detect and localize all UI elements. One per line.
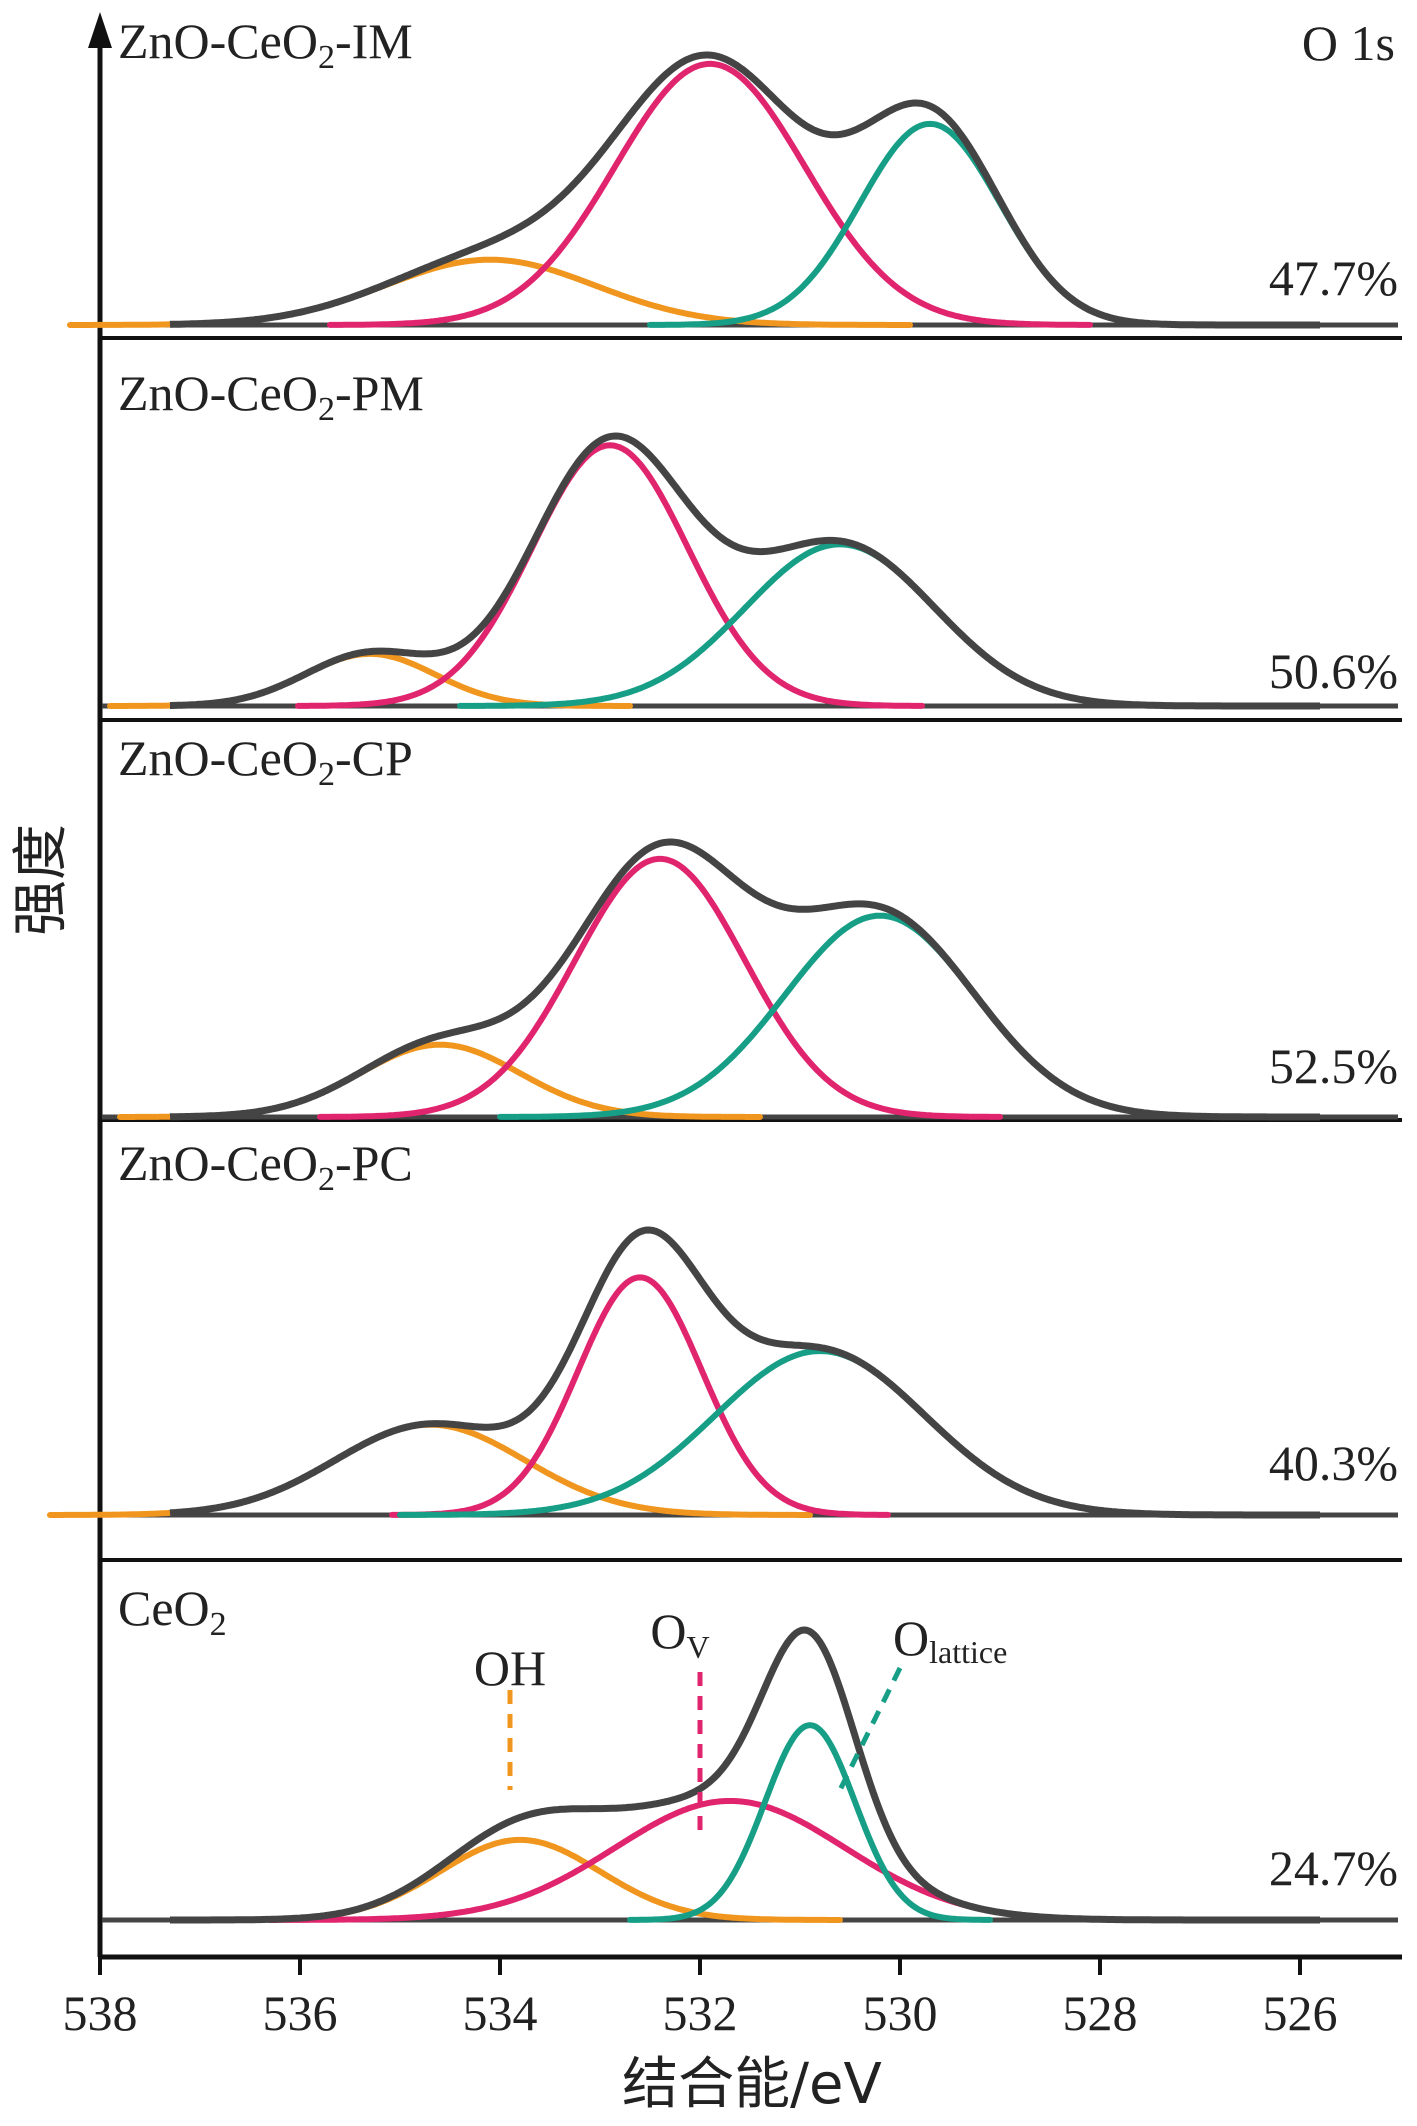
ov-percent-label: 40.3% (1269, 1435, 1398, 1491)
x-tick-label: 530 (863, 1985, 938, 2041)
component-curve-o-lattice (457, 541, 1223, 709)
sample-name: ZnO-CeO2-PC (118, 1135, 413, 1198)
panel-4: ZnO-CeO2-PC 40.3% (47, 1135, 1398, 1519)
x-ticks: 538 536 534 532 530 528 526 (63, 1957, 1338, 2041)
envelope-curve (168, 51, 1322, 329)
x-tick-label: 536 (263, 1985, 338, 2041)
x-tick-label: 526 (1263, 1985, 1338, 2041)
component-curve-o-lattice (497, 912, 1263, 1120)
ov-percent-label: 24.7% (1269, 1840, 1398, 1896)
marker-o-lattice (837, 1666, 903, 1792)
x-tick-label: 538 (63, 1985, 138, 2041)
y-axis-arrow (88, 12, 112, 48)
component-curve-oh (107, 650, 633, 709)
component-curve-o-v (295, 442, 925, 709)
panel-2: ZnO-CeO2-PM 50.6% (102, 365, 1398, 710)
sample-name: ZnO-CeO2-PM (118, 365, 424, 428)
x-tick-label: 532 (663, 1985, 738, 2041)
panel-1: ZnO-CeO2-IM 47.7% (67, 13, 1398, 329)
component-curve-o-v (389, 1274, 891, 1518)
component-curve-o-v (327, 60, 1093, 328)
chart-title: O 1s (1302, 15, 1395, 71)
label-oh: OH (474, 1640, 546, 1696)
label-ov: OV (650, 1603, 709, 1665)
x-tick-label: 534 (463, 1985, 538, 2041)
envelope-curve (168, 1226, 1322, 1519)
y-axis-label: 强度 (9, 824, 74, 936)
panel-5: CeO2 24.7% OH OV Olattice (102, 1580, 1398, 1924)
component-curve-o-lattice (627, 1722, 993, 1923)
sample-name: CeO2 (118, 1580, 227, 1643)
component-curve-o-v (317, 855, 1003, 1120)
component-curve-oh (67, 256, 913, 328)
envelope-curve (168, 1626, 1322, 1924)
component-curve-o-lattice (397, 1347, 1243, 1518)
envelope-curve (168, 838, 1322, 1121)
label-olattice: Olattice (893, 1610, 1007, 1670)
ov-percent-label: 50.6% (1269, 643, 1398, 699)
component-curve-o-lattice (647, 120, 1213, 328)
ov-percent-label: 47.7% (1269, 250, 1398, 306)
ov-percent-label: 52.5% (1269, 1038, 1398, 1094)
component-curve-oh (47, 1421, 813, 1518)
component-curve-o-v (267, 1798, 1193, 1923)
x-axis-label: 结合能/eV (622, 2052, 882, 2117)
x-tick-label: 528 (1063, 1985, 1138, 2041)
plot-panels: ZnO-CeO2-IM47.7%ZnO-CeO2-PM50.6%ZnO-CeO2… (47, 13, 1402, 1924)
sample-name: ZnO-CeO2-IM (118, 13, 413, 76)
sample-name: ZnO-CeO2-CP (118, 730, 413, 793)
envelope-curve (168, 432, 1322, 710)
panel-3: ZnO-CeO2-CP 52.5% (102, 730, 1398, 1121)
